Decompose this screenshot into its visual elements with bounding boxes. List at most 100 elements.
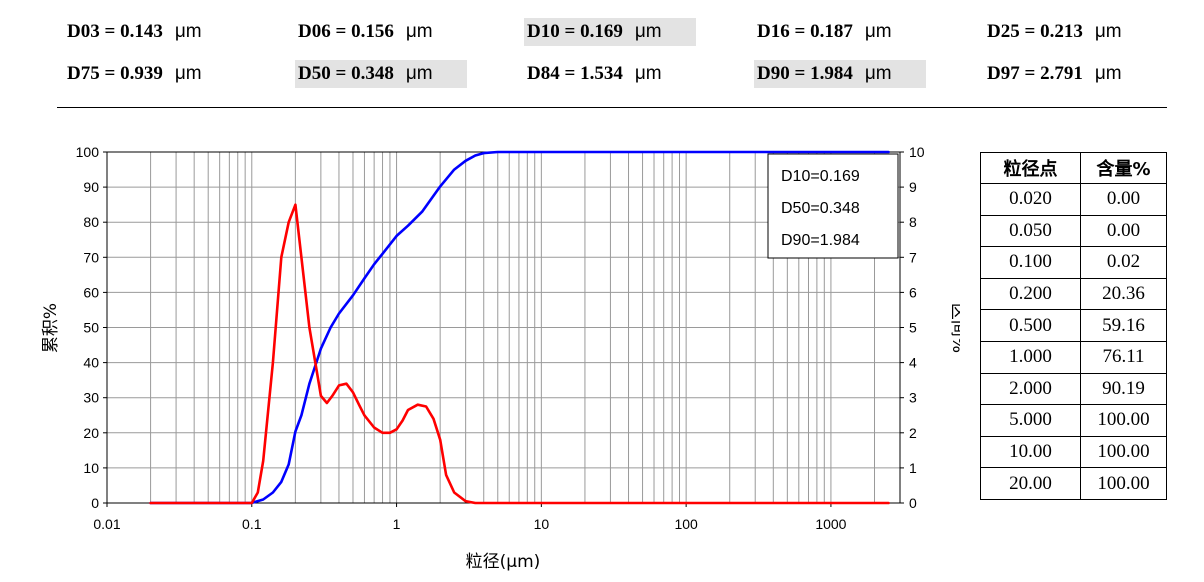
stat-d25: D25 = 0.213 μm <box>987 18 1122 46</box>
stat-value: 2.791 <box>1040 63 1083 84</box>
stat-unit: μm <box>1094 21 1122 42</box>
x-tick-label: 0.1 <box>242 516 262 532</box>
content-cell: 0.00 <box>1080 214 1167 248</box>
stat-value: 0.156 <box>351 21 394 42</box>
table-row: 5.000 100.00 <box>980 404 1167 437</box>
content-cell: 100.00 <box>1080 435 1167 469</box>
x-tick-label: 1 <box>393 516 401 532</box>
y2-axis-label: 区间% <box>948 303 960 353</box>
content-cell: 0.00 <box>1080 183 1167 216</box>
d-value-annotation: D90=1.984 <box>781 232 860 249</box>
y2-tick-label: 0 <box>909 495 917 511</box>
stat-value: 0.187 <box>810 21 853 42</box>
cumulative-table: 粒径点 含量% 0.020 0.00 0.050 0.00 0.100 0.02 0.200… <box>980 152 1167 500</box>
y2-tick-label: 10 <box>909 144 925 160</box>
table-row: 0.050 0.00 <box>980 214 1167 248</box>
stat-unit: μm <box>174 63 202 84</box>
stat-d90: D90 = 1.984 μm <box>754 60 926 88</box>
y-tick-label: 30 <box>83 390 99 406</box>
table-row: 20.00 100.00 <box>980 467 1167 500</box>
interval-distribution-line <box>149 203 890 505</box>
equals-sign: = <box>1019 63 1041 84</box>
stat-value: 0.348 <box>351 63 394 84</box>
y2-tick-label: 3 <box>909 390 917 406</box>
x-tick-label: 100 <box>674 516 698 532</box>
stat-value: 0.169 <box>580 21 623 42</box>
column-header-size: 粒径点 <box>980 152 1081 184</box>
x-tick-label: 10 <box>534 516 550 532</box>
content-cell: 20.36 <box>1080 277 1167 311</box>
stat-d50: D50 = 0.348 μm <box>295 60 467 88</box>
table-row: 0.020 0.00 <box>980 183 1167 216</box>
equals-sign: = <box>559 21 581 42</box>
stat-d16: D16 = 0.187 μm <box>757 18 892 46</box>
stat-key: D84 <box>527 63 560 84</box>
y2-tick-label: 8 <box>909 214 917 230</box>
table-row: 0.500 59.16 <box>980 309 1167 342</box>
size-cell: 5.000 <box>980 404 1081 437</box>
equals-sign: = <box>789 63 811 84</box>
stat-key: D75 <box>67 63 100 84</box>
stat-unit: μm <box>864 63 892 84</box>
table-row: 0.200 20.36 <box>980 277 1167 311</box>
d-values-box <box>767 153 899 259</box>
y-tick-label: 60 <box>83 284 99 300</box>
table-row: 10.00 100.00 <box>980 435 1167 469</box>
size-cell: 0.500 <box>980 309 1081 342</box>
y2-tick-label: 9 <box>909 179 917 195</box>
d-value-annotation: D10=0.169 <box>781 168 860 185</box>
stat-key: D16 <box>757 21 790 42</box>
equals-sign: = <box>789 21 811 42</box>
stat-key: D90 <box>757 63 790 84</box>
size-cell: 0.100 <box>980 246 1081 279</box>
y-tick-label: 100 <box>76 144 100 160</box>
stat-value: 0.939 <box>120 63 163 84</box>
stat-value: 0.143 <box>120 21 163 42</box>
stat-d10: D10 = 0.169 μm <box>524 18 696 46</box>
stat-unit: μm <box>405 63 433 84</box>
stat-unit: μm <box>1094 63 1122 84</box>
size-cell: 20.00 <box>980 467 1081 500</box>
table-row: 0.100 0.02 <box>980 246 1167 279</box>
stat-key: D03 <box>67 21 100 42</box>
y2-tick-label: 4 <box>909 355 917 371</box>
size-cell: 10.00 <box>980 435 1081 469</box>
d-value-annotation: D50=0.348 <box>781 200 860 217</box>
content-cell: 59.16 <box>1080 309 1167 342</box>
y2-tick-label: 6 <box>909 284 917 300</box>
y2-tick-label: 7 <box>909 249 917 265</box>
y-tick-label: 40 <box>83 355 99 371</box>
size-cell: 1.000 <box>980 340 1081 374</box>
y2-tick-label: 1 <box>909 460 917 476</box>
column-header-content: 含量% <box>1080 152 1167 184</box>
stat-d97: D97 = 2.791 μm <box>987 60 1122 88</box>
y-tick-label: 20 <box>83 425 99 441</box>
x-tick-label: 1000 <box>815 516 846 532</box>
stat-value: 1.534 <box>580 63 623 84</box>
size-cell: 0.020 <box>980 183 1081 216</box>
y2-tick-label: 5 <box>909 320 917 336</box>
x-tick-label: 0.01 <box>93 516 120 532</box>
stat-value: 0.213 <box>1040 21 1083 42</box>
equals-sign: = <box>1019 21 1041 42</box>
stat-key: D25 <box>987 21 1020 42</box>
equals-sign: = <box>559 63 581 84</box>
size-cell: 2.000 <box>980 372 1081 406</box>
y-tick-label: 70 <box>83 249 99 265</box>
equals-sign: = <box>330 63 352 84</box>
stat-d75: D75 = 0.939 μm <box>67 60 202 88</box>
stat-key: D10 <box>527 21 560 42</box>
y-tick-label: 0 <box>91 495 99 511</box>
stat-key: D50 <box>298 63 331 84</box>
table-row: 2.000 90.19 <box>980 372 1167 406</box>
stat-unit: μm <box>634 21 662 42</box>
content-cell: 100.00 <box>1080 467 1167 500</box>
table-header-row: 粒径点 含量% <box>980 152 1167 184</box>
table-row: 1.000 76.11 <box>980 340 1167 374</box>
content-cell: 0.02 <box>1080 246 1167 279</box>
y-tick-label: 80 <box>83 214 99 230</box>
stat-unit: μm <box>864 21 892 42</box>
stat-unit: μm <box>405 21 433 42</box>
y2-tick-label: 2 <box>909 425 917 441</box>
cumulative-distribution-line <box>149 150 890 505</box>
